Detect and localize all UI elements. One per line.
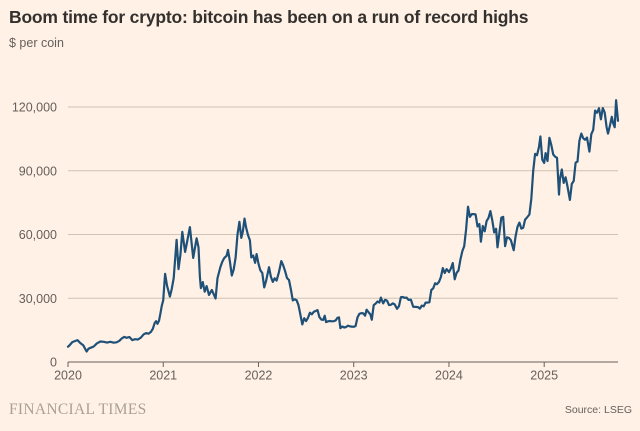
y-tick-label: 30,000 xyxy=(19,292,57,306)
x-tick-label: 2020 xyxy=(54,369,82,383)
x-tick-label: 2022 xyxy=(245,369,273,383)
x-tick-label: 2024 xyxy=(435,369,463,383)
y-tick-label: 90,000 xyxy=(19,164,57,178)
financial-times-wordmark: FINANCIAL TIMES xyxy=(9,401,147,418)
x-tick-label: 2025 xyxy=(530,369,558,383)
y-tick-label: 0 xyxy=(50,356,57,370)
source-attribution: Source: LSEG xyxy=(564,404,632,416)
x-tick-label: 2023 xyxy=(340,369,368,383)
chart-y-axis-unit-label: $ per coin xyxy=(9,36,64,50)
chart-title: Boom time for crypto: bitcoin has been o… xyxy=(9,7,529,27)
y-tick-label: 60,000 xyxy=(19,228,57,242)
bitcoin-price-line xyxy=(66,99,620,353)
y-tick-label: 120,000 xyxy=(12,101,57,115)
x-tick-label: 2021 xyxy=(149,369,177,383)
